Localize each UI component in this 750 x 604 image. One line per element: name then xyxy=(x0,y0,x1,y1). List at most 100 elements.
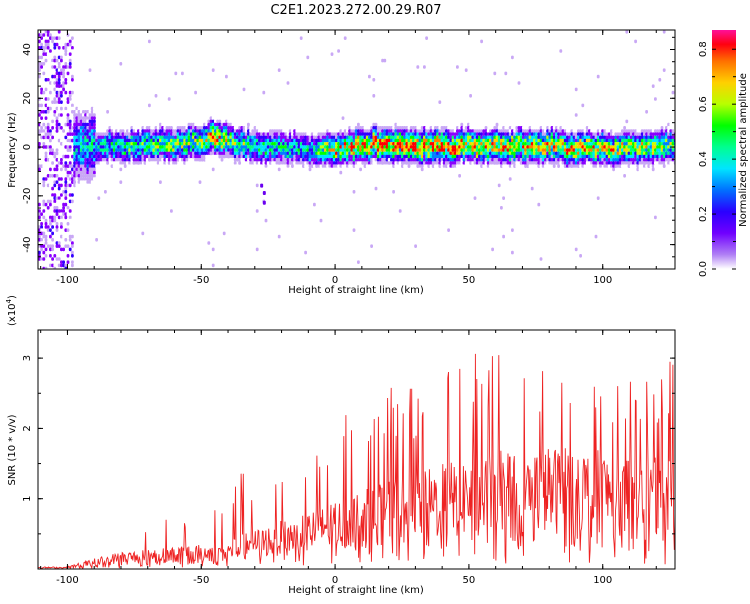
heatmap-cell xyxy=(156,148,160,152)
heatmap-cell xyxy=(211,113,215,117)
heatmap-cell xyxy=(38,55,41,60)
heatmap-cell xyxy=(60,260,63,264)
heatmap-cell xyxy=(51,100,54,104)
heatmap-cell xyxy=(306,145,310,149)
heatmap-cell xyxy=(150,161,153,165)
heatmap-cell xyxy=(40,241,43,245)
heatmap-cell xyxy=(231,119,235,124)
heatmap-cell xyxy=(154,132,158,136)
heatmap-cell xyxy=(40,257,43,261)
heatmap-cell xyxy=(99,154,103,159)
heatmap-cell xyxy=(500,122,503,127)
heatmap-cell xyxy=(275,129,279,133)
heatmap-cell xyxy=(203,84,206,88)
heatmap-cell xyxy=(401,154,404,159)
heatmap-cell xyxy=(172,161,175,165)
heatmap-cell xyxy=(66,97,70,101)
heatmap-cell xyxy=(310,145,314,149)
heatmap-cell xyxy=(297,135,301,140)
heatmap-cell xyxy=(211,138,215,143)
heatmap-cell xyxy=(40,33,43,37)
heatmap-cell xyxy=(238,138,241,143)
heatmap-cell xyxy=(326,161,329,165)
heatmap-cell xyxy=(414,158,417,162)
heatmap-cell xyxy=(66,164,70,168)
heatmap-cell xyxy=(214,148,217,152)
heatmap-cell xyxy=(205,154,208,159)
heatmap-cell xyxy=(57,30,61,34)
heatmap-cell xyxy=(491,247,494,252)
heatmap-cell xyxy=(57,196,61,200)
heatmap-cell xyxy=(57,199,61,204)
heatmap-cell xyxy=(343,158,347,162)
heatmap-cell xyxy=(282,142,285,146)
heatmap-cell xyxy=(104,154,107,159)
heatmap-cell xyxy=(57,177,61,181)
heatmap-cell xyxy=(370,244,373,248)
heatmap-cell xyxy=(205,135,208,140)
heatmap-cell xyxy=(55,225,59,229)
heatmap-cell xyxy=(84,154,87,159)
heatmap-cell xyxy=(271,148,274,152)
heatmap-cell xyxy=(341,142,345,146)
heatmap-cell xyxy=(117,148,120,152)
heatmap-cell xyxy=(390,164,393,168)
heatmap-cell xyxy=(108,129,112,133)
heatmap-cell xyxy=(379,145,382,149)
heatmap-cell xyxy=(185,142,189,146)
heatmap-cell xyxy=(44,30,48,34)
heatmap-cell xyxy=(253,158,257,162)
heatmap-cell xyxy=(42,164,46,168)
heatmap-cell xyxy=(170,126,173,130)
heatmap-cell xyxy=(297,148,301,152)
heatmap-cell xyxy=(119,145,123,149)
heatmap-cell xyxy=(251,129,255,133)
heatmap-cell xyxy=(137,138,140,143)
heatmap-cell xyxy=(328,167,332,172)
heatmap-cell xyxy=(409,135,413,140)
heatmap-cell xyxy=(330,135,334,140)
heatmap-cell xyxy=(387,145,391,149)
heatmap-cell xyxy=(196,129,200,133)
heatmap-cell xyxy=(66,212,70,216)
heatmap-cell xyxy=(233,164,237,168)
heatmap-cell xyxy=(282,151,285,156)
heatmap-cell xyxy=(139,132,142,136)
heatmap-cell xyxy=(324,158,327,162)
heatmap-cell xyxy=(236,126,239,130)
heatmap-cell xyxy=(354,122,358,127)
heatmap-cell xyxy=(387,151,391,156)
snr-line xyxy=(38,353,675,569)
heatmap-cell xyxy=(370,129,373,133)
heatmap-cell xyxy=(187,148,191,152)
heatmap-cell xyxy=(203,138,206,143)
heatmap-cell xyxy=(271,132,274,136)
heatmap-cell xyxy=(357,151,360,156)
heatmap-cell xyxy=(315,145,318,149)
heatmap-cell xyxy=(187,129,191,133)
heatmap-cell xyxy=(273,145,277,149)
heatmap-cell xyxy=(110,154,114,159)
snr-y-multiplier: (x104) xyxy=(5,295,18,326)
snr-x-label: Height of straight line (km) xyxy=(288,585,424,596)
heatmap-cell xyxy=(126,129,129,133)
heatmap-cell xyxy=(40,158,43,162)
heatmap-cell xyxy=(227,138,230,143)
heatmap-cell xyxy=(62,190,65,194)
heatmap-cell xyxy=(247,148,250,152)
heatmap-cell xyxy=(361,158,365,162)
heatmap-cell xyxy=(220,151,224,156)
heatmap-cell xyxy=(88,158,92,162)
heatmap-cell xyxy=(242,129,246,133)
heatmap-cell xyxy=(242,126,246,130)
heatmap-cell xyxy=(403,145,406,149)
heatmap-cell xyxy=(471,186,475,191)
heatmap-cell xyxy=(152,151,156,156)
heatmap-cell xyxy=(90,158,94,162)
heatmap-cell xyxy=(150,151,153,156)
heatmap-cell xyxy=(139,158,142,162)
heatmap-cell xyxy=(295,135,299,140)
heatmap-cell xyxy=(348,135,351,140)
heatmap-cell xyxy=(167,148,171,152)
heatmap-cell xyxy=(348,138,351,143)
